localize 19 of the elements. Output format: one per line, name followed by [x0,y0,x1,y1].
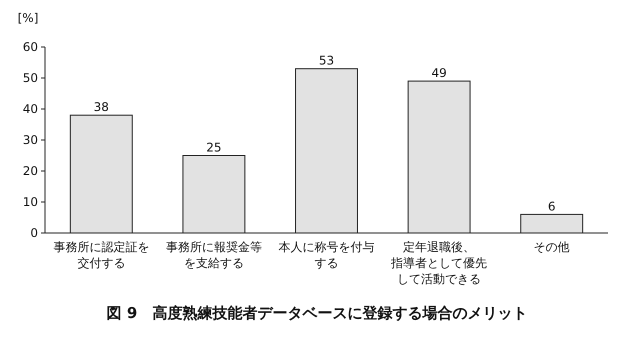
y-tick-label: 60 [22,40,38,54]
data-label: 53 [318,54,334,68]
text: 図 9 高度熟練技能者データベースに登録する場合のメリット [106,304,528,322]
y-tick-label: 50 [22,71,38,85]
y-tick-label: 40 [22,102,38,116]
data-label: 49 [431,66,447,80]
data-label: 6 [548,199,556,214]
x-tick-label: 事務所に認定証を交付する [53,240,150,270]
y-tick-label: 0 [30,226,38,240]
y-axis-title: [%] [18,11,38,25]
x-tick-label: 事務所に報奨金等を支給する [166,240,262,270]
x-tick-label: その他 [534,240,570,254]
y-tick-label: 10 [22,195,38,209]
data-label: 25 [206,140,222,154]
x-tick-label: 定年退職後、指導者として優先して活動できる [390,240,488,286]
data-label: 38 [94,100,109,114]
x-tick-label: 本人に称号を付与する [278,240,374,270]
y-tick-label: 30 [22,133,38,147]
y-tick-label: 20 [22,164,38,178]
